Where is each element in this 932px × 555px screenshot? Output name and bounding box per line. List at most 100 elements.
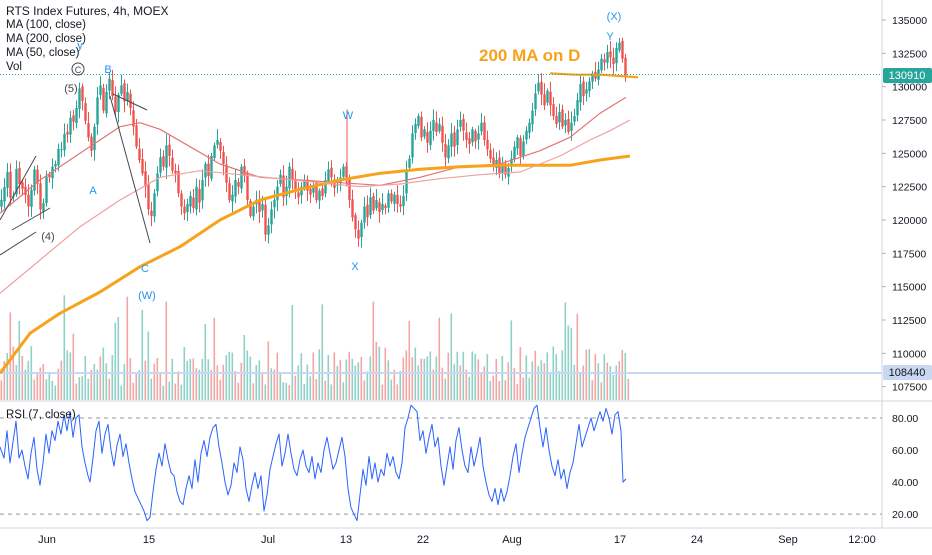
candle-body [0, 200, 3, 207]
volume-bar [423, 358, 426, 400]
volume-bar [432, 369, 435, 400]
volume-bar [336, 365, 339, 400]
volume-bar [489, 380, 492, 400]
volume-bar [354, 365, 357, 400]
price-tick-label: 122500 [892, 182, 927, 194]
volume-bar [162, 385, 165, 400]
volume-bar [372, 301, 375, 400]
candle-body [54, 164, 57, 167]
candle-body [369, 197, 372, 216]
candle-body [201, 180, 204, 201]
candle-body [357, 229, 360, 239]
candle-body [69, 117, 72, 135]
candle-body [516, 137, 519, 149]
volume-bar [285, 382, 288, 400]
volume-bar [450, 313, 453, 400]
candle-body [282, 175, 285, 198]
rsi-tick-label: 20.00 [892, 509, 918, 521]
volume-bar [42, 363, 45, 400]
candle-body [522, 141, 525, 157]
volume-bar [330, 384, 333, 400]
candle-body [153, 193, 156, 217]
candle-body [249, 200, 252, 216]
candle-body [42, 203, 45, 212]
candle-body [378, 202, 381, 212]
wave-trendline [109, 95, 151, 244]
candle-body [432, 120, 435, 132]
candle-body [156, 173, 159, 192]
volume-bar [63, 295, 66, 400]
candle-body [309, 188, 312, 195]
candle-body [576, 100, 579, 116]
wave-label: X [351, 261, 359, 273]
volume-bar [114, 322, 117, 400]
candle-body [180, 193, 183, 207]
candle-body [72, 115, 75, 122]
candle-body [207, 163, 210, 176]
candle-body [555, 115, 558, 124]
volume-ma-label: 108440 [889, 367, 926, 379]
candle-body [402, 196, 405, 207]
ma100-legend: MA (100, close) [6, 19, 86, 31]
candle-body [615, 48, 618, 64]
candle-body [288, 166, 291, 189]
volume-bar [123, 364, 126, 400]
candle-body [57, 148, 60, 166]
volume-bar [198, 369, 201, 400]
candle-body [87, 123, 90, 138]
volume-bar [249, 356, 252, 400]
volume-bar [570, 328, 573, 400]
volume-bar [612, 374, 615, 400]
rsi-legend: RSI (7, close) [6, 408, 76, 422]
candle-body [213, 145, 216, 159]
volume-bar [591, 380, 594, 400]
candle-body [411, 133, 414, 158]
candle-body [570, 122, 573, 131]
candle-body [36, 169, 39, 184]
candle-body [474, 130, 477, 142]
volume-bar [549, 373, 552, 400]
candle-body [438, 124, 441, 132]
volume-bar [273, 369, 276, 400]
candle-body [279, 174, 282, 185]
price-tick-label: 125000 [892, 148, 927, 160]
volume-bar [27, 360, 30, 400]
volume-bar [363, 380, 366, 400]
candle-body [534, 93, 537, 110]
volume-bar [201, 358, 204, 400]
wave-label: A [89, 185, 97, 197]
volume-bar [387, 360, 390, 400]
candle-body [183, 206, 186, 214]
wave-labels: (X) Y y B W A C X (W) (5) (4) C [41, 11, 621, 302]
volume-bar [186, 360, 189, 400]
candle-body [129, 93, 132, 108]
candle-body [234, 180, 237, 197]
candle-body [78, 88, 81, 109]
candle-body [513, 146, 516, 160]
volume-bar [540, 360, 543, 400]
volume-bar [108, 378, 111, 400]
volume-bar [57, 368, 60, 400]
volume-bar [177, 371, 180, 400]
candle-body [231, 194, 234, 202]
candle-body [435, 122, 438, 132]
volume-bar [507, 362, 510, 400]
price-tick-label: 115000 [892, 282, 926, 294]
volume-bar [444, 378, 447, 400]
volume-bar [216, 365, 219, 400]
wave-label: Y [606, 31, 614, 43]
candle-body [585, 89, 588, 94]
candle-body [228, 183, 231, 200]
circled-wave-marker [71, 62, 85, 76]
time-tick-label: Jul [261, 534, 275, 546]
candle-body [15, 168, 18, 195]
volume-bar [129, 358, 132, 400]
volume-bar [564, 302, 567, 400]
candle-body [429, 130, 432, 146]
ma-line [0, 119, 631, 294]
volume-bar [315, 379, 318, 400]
candle-body [168, 144, 171, 156]
candle-body [90, 136, 93, 151]
volume-bar [537, 366, 540, 400]
candle-body [408, 158, 411, 168]
